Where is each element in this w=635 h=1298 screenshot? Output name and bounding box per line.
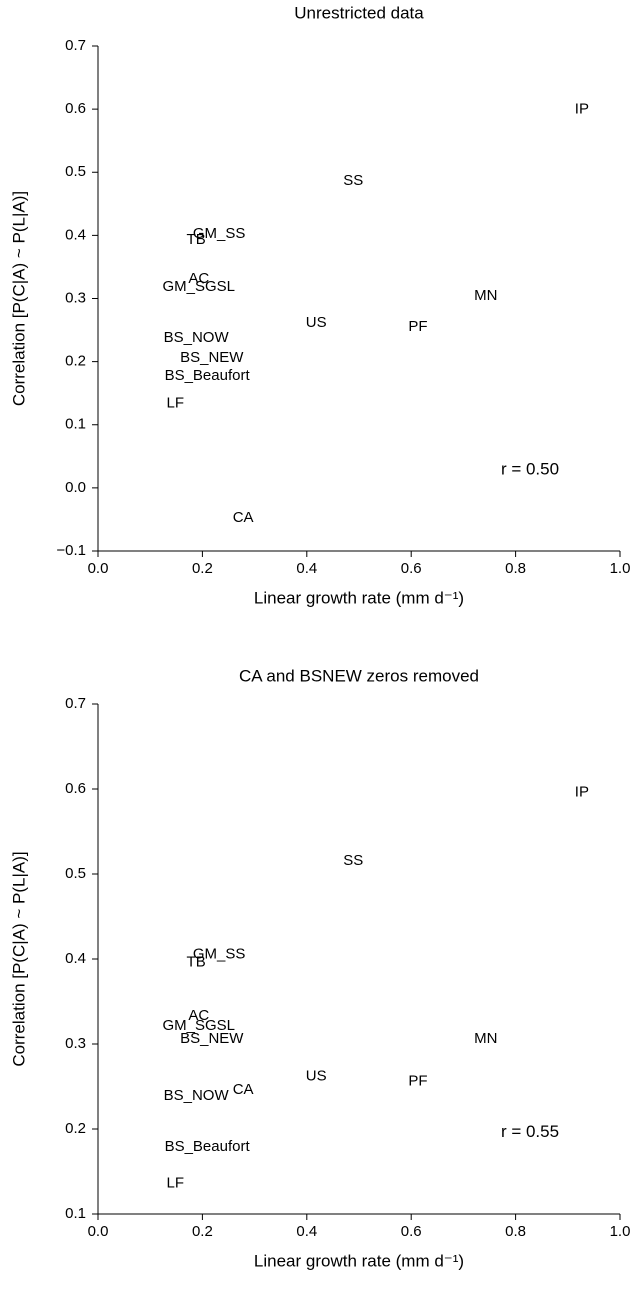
point-label: TB [187,953,206,970]
point-label: GM_SS [193,946,246,963]
x-tick-label: 0.8 [505,560,526,577]
y-tick-label: 0.1 [65,1205,86,1222]
y-tick-label: 0.3 [65,1035,86,1052]
point-label: AC [188,1007,209,1024]
y-tick-label: 0.3 [65,289,86,306]
x-axis-label: Linear growth rate (mm d⁻¹) [254,588,464,607]
point-label: BS_NOW [164,329,230,346]
y-tick-label: 0.7 [65,695,86,712]
x-tick-label: 0.6 [401,1223,422,1240]
y-tick-label: −0.1 [56,542,86,559]
y-tick-label: 0.6 [65,780,86,797]
point-label: BS_NEW [180,349,244,366]
x-tick-label: 0.0 [88,1223,109,1240]
point-label: TB [187,231,206,248]
y-tick-label: 0.6 [65,100,86,117]
x-tick-label: 0.4 [296,1223,317,1240]
y-axis-label: Correlation [P(C|A) ~ P(L|A)] [9,851,28,1066]
point-label: LF [166,394,184,411]
point-label: CA [233,509,254,526]
annotation: r = 0.50 [501,460,559,479]
y-tick-label: 0.5 [65,163,86,180]
point-label: AC [188,270,209,287]
point-label: LF [166,1174,184,1191]
y-tick-label: 0.2 [65,353,86,370]
y-tick-label: 0.4 [65,950,86,967]
point-label: IP [575,101,589,118]
y-tick-label: 0.4 [65,226,86,243]
x-tick-label: 0.8 [505,1223,526,1240]
point-label: PF [408,318,427,335]
point-label: PF [408,1072,427,1089]
x-tick-label: 0.0 [88,560,109,577]
point-label: SS [343,172,363,189]
point-label: IP [575,783,589,800]
y-tick-label: 0.0 [65,479,86,496]
y-tick-label: 0.7 [65,37,86,54]
x-tick-label: 0.2 [192,560,213,577]
point-label: GM_SGSL [162,278,235,295]
y-tick-label: 0.2 [65,1120,86,1137]
point-label: MN [474,1030,497,1047]
x-tick-label: 1.0 [610,560,631,577]
y-tick-label: 0.1 [65,416,86,433]
chart-title: CA and BSNEW zeros removed [239,666,479,685]
point-label: US [306,314,327,331]
point-label: US [306,1067,327,1084]
x-tick-label: 0.6 [401,560,422,577]
annotation: r = 0.55 [501,1122,559,1141]
point-label: BS_NEW [180,1030,244,1047]
y-axis-label: Correlation [P(C|A) ~ P(L|A)] [9,191,28,406]
point-label: MN [474,287,497,304]
x-tick-label: 0.4 [296,560,317,577]
point-label: CA [233,1081,254,1098]
x-tick-label: 0.2 [192,1223,213,1240]
chart-title: Unrestricted data [294,3,424,22]
x-axis-label: Linear growth rate (mm d⁻¹) [254,1251,464,1270]
point-label: GM_SGSL [162,1017,235,1034]
point-label: BS_Beaufort [165,1138,251,1155]
point-label: BS_NOW [164,1087,230,1104]
point-label: BS_Beaufort [165,367,251,384]
point-label: SS [343,852,363,869]
point-label: GM_SS [193,225,246,242]
x-tick-label: 1.0 [610,1223,631,1240]
y-tick-label: 0.5 [65,865,86,882]
